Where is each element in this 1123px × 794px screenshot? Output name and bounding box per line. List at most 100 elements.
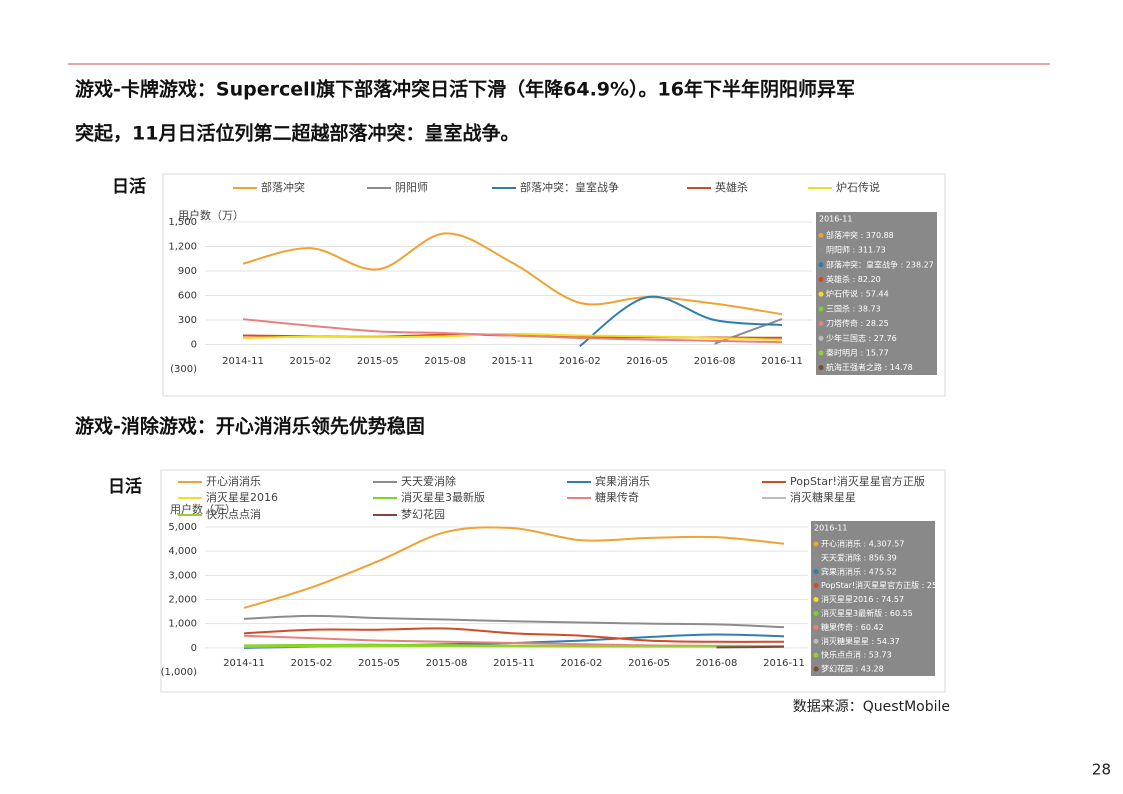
tooltip-title: 2016-11 xyxy=(819,215,852,224)
y-axis-title: 用户数（万） xyxy=(178,208,244,222)
tooltip-dot xyxy=(818,306,824,312)
legend-label: 宾果消消乐 xyxy=(595,474,650,488)
y-tick-label: (1,000) xyxy=(161,667,198,678)
chart-frame xyxy=(162,173,946,397)
legend-label: 糖果传奇 xyxy=(595,490,639,504)
legend-label: 消灭星星3最新版 xyxy=(401,490,485,504)
tooltip-dot xyxy=(813,583,819,589)
tooltip-item: 航海王强者之路 : 14.78 xyxy=(826,362,913,372)
tooltip-dot xyxy=(813,666,819,672)
tooltip-item: 刀塔传奇 : 28.25 xyxy=(826,318,889,328)
tooltip-item: 消灭糖果星星 : 54.37 xyxy=(821,636,900,646)
tooltip-dot xyxy=(818,262,824,268)
headline: 游戏-卡牌游戏：Supercell旗下部落冲突日活下滑（年降64.9%）。16年… xyxy=(75,78,855,101)
legend-label: 炉石传说 xyxy=(836,180,880,194)
tooltip-item: 天天爱消除 : 856.39 xyxy=(821,552,897,562)
x-tick-label: 2015-11 xyxy=(493,658,535,669)
tooltip-item: 少年三国志 : 27.76 xyxy=(826,333,897,343)
page-number: 28 xyxy=(1092,761,1111,779)
tooltip-item: 三国杀 : 38.73 xyxy=(826,303,881,313)
y-axis-title: 用户数（万） xyxy=(170,502,236,516)
x-tick-label: 2016-08 xyxy=(694,356,736,367)
tooltip-item: 部落冲突 : 370.88 xyxy=(826,230,894,240)
x-tick-label: 2016-11 xyxy=(763,658,805,669)
chart-title: 日活 xyxy=(112,176,146,197)
x-tick-label: 2015-08 xyxy=(424,356,466,367)
tooltip-item: 宾果消消乐 : 475.52 xyxy=(821,566,897,576)
x-tick-label: 2016-05 xyxy=(628,658,670,669)
chart-frame xyxy=(160,469,946,693)
tooltip-dot xyxy=(818,365,824,371)
series-line xyxy=(243,526,785,609)
legend-label: 消灭糖果星星 xyxy=(790,490,856,504)
x-tick-label: 2016-02 xyxy=(561,658,603,669)
y-tick-label: 1,200 xyxy=(168,242,197,253)
x-tick-label: 2016-02 xyxy=(559,356,601,367)
headline: 突起，11月日活位列第二超越部落冲突：皇室战争。 xyxy=(75,122,519,145)
tooltip-item: 快乐点点消 : 53.73 xyxy=(821,650,892,660)
section-title: 游戏-消除游戏：开心消消乐领先优势稳固 xyxy=(75,415,425,438)
tooltip-title: 2016-11 xyxy=(814,524,847,533)
series-line xyxy=(242,232,783,316)
source-note: 数据来源：QuestMobile xyxy=(793,699,950,715)
legend-label: 天天爱消除 xyxy=(401,474,456,488)
tooltip-dot xyxy=(813,541,819,547)
tooltip-dot xyxy=(813,555,819,561)
legend-label: 梦幻花园 xyxy=(401,508,445,521)
x-tick-label: 2016-08 xyxy=(696,658,738,669)
y-tick-label: 2,000 xyxy=(168,595,197,606)
series-line xyxy=(242,318,783,344)
legend-label: 消灭星星2016 xyxy=(206,490,278,504)
x-tick-label: 2015-05 xyxy=(358,658,400,669)
tooltip-item: 秦时明月 : 15.77 xyxy=(826,347,889,357)
x-tick-label: 2015-11 xyxy=(492,356,534,367)
tooltip-dot xyxy=(813,610,819,616)
x-tick-label: 2015-02 xyxy=(291,658,333,669)
tooltip-item: 梦幻花园 : 43.28 xyxy=(821,664,884,674)
tooltip-dot xyxy=(818,321,824,327)
legend-label: 部落冲突：皇室战争 xyxy=(520,180,619,194)
series-line xyxy=(242,332,783,341)
legend-label: 开心消消乐 xyxy=(206,474,261,488)
y-tick-label: 1,000 xyxy=(168,619,197,630)
tooltip-dot xyxy=(818,335,824,341)
legend-label: PopStar!消灭星星官方正版 xyxy=(790,474,925,488)
tooltip-box xyxy=(816,212,937,375)
x-tick-label: 2014-11 xyxy=(222,356,264,367)
tooltip-dot xyxy=(818,291,824,297)
x-tick-label: 2016-05 xyxy=(626,356,668,367)
x-tick-label: 2016-11 xyxy=(761,356,803,367)
x-tick-label: 2014-11 xyxy=(223,658,265,669)
legend-label: 部落冲突 xyxy=(261,180,305,194)
tooltip-item: 阴阳师 : 311.73 xyxy=(826,245,886,255)
series-line xyxy=(243,627,785,643)
y-tick-label: 300 xyxy=(178,315,197,326)
y-tick-label: 5,000 xyxy=(168,522,197,533)
y-tick-label: 0 xyxy=(191,340,197,351)
tooltip-dot xyxy=(813,597,819,603)
tooltip-dot xyxy=(818,350,824,356)
tooltip-dot xyxy=(813,624,819,630)
series-line xyxy=(579,295,783,347)
tooltip-dot xyxy=(813,638,819,644)
tooltip-item: PopStar!消灭星星官方正版 : 252.25 xyxy=(821,580,955,590)
y-tick-label: 0 xyxy=(191,643,197,654)
chart-title: 日活 xyxy=(108,476,142,497)
tooltip-dot xyxy=(818,276,824,282)
tooltip-box xyxy=(811,521,935,676)
y-tick-label: 900 xyxy=(178,266,197,277)
legend-label: 阴阳师 xyxy=(395,181,428,194)
series-line xyxy=(714,318,783,345)
tooltip-dot xyxy=(813,569,819,575)
tooltip-item: 糖果传奇 : 60.42 xyxy=(821,622,884,632)
tooltip-item: 消灭星星3最新版 : 60.55 xyxy=(821,608,913,618)
y-tick-label: 600 xyxy=(178,291,197,302)
tooltip-item: 开心消消乐 : 4,307.57 xyxy=(821,538,904,548)
legend-label: 英雄杀 xyxy=(715,180,748,194)
series-line xyxy=(243,614,785,629)
x-tick-label: 2015-08 xyxy=(426,658,468,669)
x-tick-label: 2015-05 xyxy=(357,356,399,367)
tooltip-item: 部落冲突：皇室战争 : 238.27 xyxy=(826,259,934,269)
y-tick-label: 1,500 xyxy=(168,217,197,228)
